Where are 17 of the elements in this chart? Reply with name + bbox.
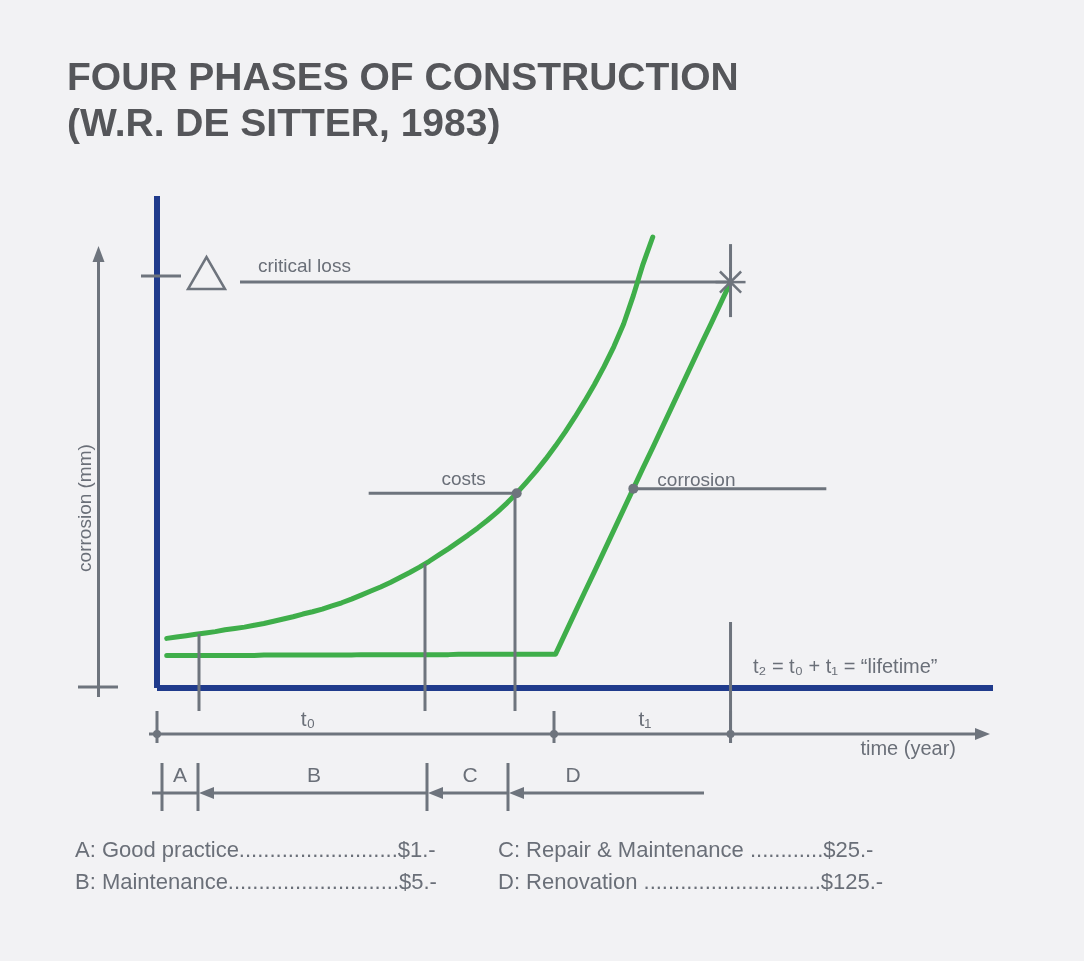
text: t₀ — [300, 707, 316, 730]
series-label: corrosion — [657, 468, 736, 490]
text: B — [306, 763, 322, 786]
y-axis-title: corrosion (mm) — [74, 444, 95, 572]
text: t₁ — [638, 707, 652, 730]
series-label: costs — [441, 468, 486, 490]
text: B: Maintenance............................$5.- — [75, 869, 437, 894]
text: C — [462, 763, 478, 786]
text: D — [565, 763, 581, 786]
text: A: Good practice..........................$1.- — [75, 837, 436, 862]
x-axis-title: time (year) — [860, 737, 956, 759]
text: D: Renovation .............................$125.- — [498, 869, 884, 894]
text: A — [172, 763, 188, 786]
annotation: t₂ = t₀ + t₁ = “lifetime” — [753, 655, 938, 677]
chart-title: FOUR PHASES OF CONSTRUCTION (W.R. DE SITTER, 1983) — [67, 54, 740, 146]
text: C: Repair & Maintenance ............$25.- — [498, 837, 874, 862]
ref-line-label: critical loss — [258, 255, 351, 277]
